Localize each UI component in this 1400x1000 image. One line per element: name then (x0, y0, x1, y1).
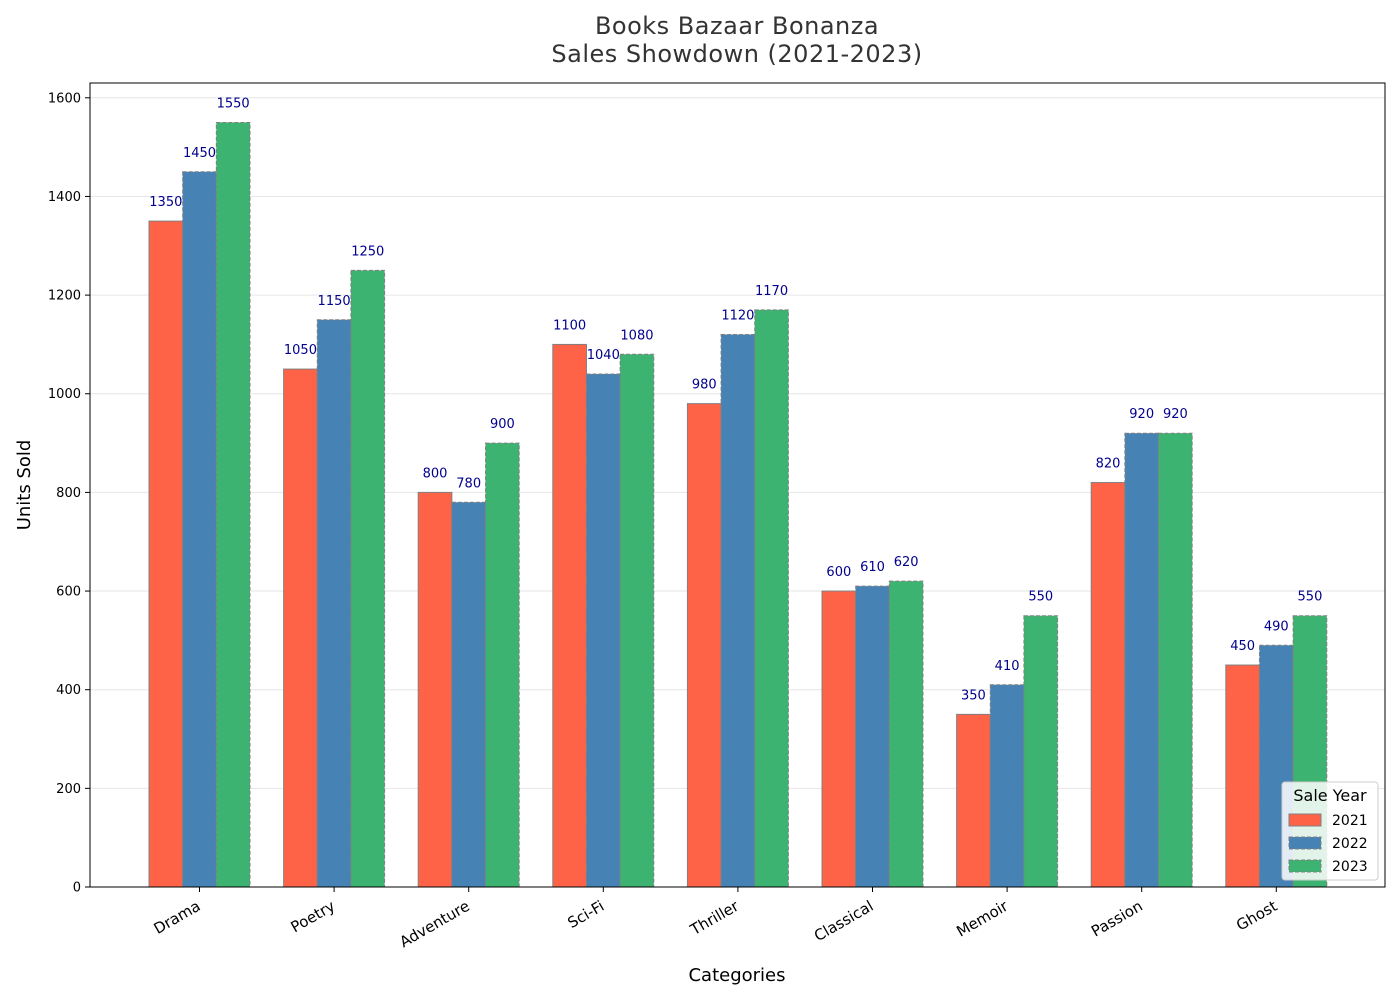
data-label: 600 (826, 565, 851, 580)
bar-2023-memoir (1023, 615, 1059, 888)
data-label: 550 (1298, 590, 1323, 605)
data-label: 410 (995, 659, 1020, 674)
data-label: 1040 (587, 348, 620, 363)
data-label: 1450 (183, 146, 216, 161)
data-label: 610 (860, 560, 885, 575)
bar-2022-adventure (451, 501, 487, 888)
bar-2022-sci-fi (585, 373, 621, 888)
x-tick-label: Adventure (397, 897, 473, 951)
y-tick-label: 200 (56, 782, 81, 797)
data-label: 920 (1129, 407, 1154, 422)
data-label: 620 (894, 555, 919, 570)
data-label: 1250 (351, 244, 384, 259)
x-tick-label: Drama (151, 897, 204, 938)
y-tick-label: 400 (56, 683, 81, 698)
bar-2021-memoir (956, 713, 991, 888)
bar-2021-ghost (1225, 664, 1260, 888)
x-tick-label: Passion (1088, 897, 1146, 941)
x-axis: Drama Poetry Adventure Sci-Fi Thriller Classi… (151, 887, 1280, 951)
bar-2023-adventure (485, 442, 520, 888)
data-label: 1170 (755, 284, 788, 299)
data-label: 780 (456, 476, 481, 491)
bar-2021-drama (148, 220, 184, 888)
data-label: 920 (1163, 407, 1188, 422)
data-label: 800 (423, 466, 448, 481)
data-label: 1120 (721, 309, 754, 324)
y-tick-label: 0 (73, 881, 81, 896)
x-tick-label: Poetry (288, 897, 339, 937)
data-label: 980 (692, 378, 717, 393)
bar-2021-adventure (417, 491, 453, 888)
bar-2021-passion (1090, 482, 1126, 888)
legend-box (1281, 781, 1379, 881)
x-tick-label: Ghost (1233, 897, 1280, 935)
bar-2023-passion (1158, 432, 1193, 888)
x-tick-label: Memoir (953, 896, 1011, 940)
legend-swatch-2021 (1288, 813, 1322, 827)
x-tick-label: Sci-Fi (564, 897, 607, 932)
bar-2023-thriller (754, 309, 789, 888)
y-tick-label: 1400 (48, 190, 81, 205)
x-tick-label: Classical (811, 897, 877, 945)
y-tick-label: 1000 (48, 387, 81, 402)
bar-2021-poetry (283, 368, 318, 888)
data-label: 450 (1230, 639, 1255, 654)
data-label: 1150 (318, 294, 351, 309)
bar-2021-thriller (686, 403, 722, 888)
x-axis-label: Categories (688, 965, 785, 986)
legend-swatch-2023 (1288, 859, 1322, 873)
data-labels: 1350 1450 1550 1050 1150 1250 800 780 900 1100104… (149, 96, 1322, 703)
data-label: 550 (1028, 590, 1053, 605)
bar-2022-drama (182, 171, 217, 888)
bar-2021-classical (821, 590, 857, 888)
y-axis-label: Units Sold (14, 440, 35, 531)
data-label: 900 (490, 417, 515, 432)
y-tick-label: 1200 (48, 289, 81, 304)
data-label: 1100 (553, 318, 586, 333)
bars (148, 121, 1328, 888)
chart-title-line-1: Books Bazaar Bonanza (595, 12, 879, 40)
y-tick-label: 600 (56, 585, 81, 600)
legend-label-2021: 2021 (1332, 813, 1368, 829)
data-label: 350 (961, 688, 986, 703)
bar-2021-sci-fi (552, 343, 587, 888)
bar-2022-memoir (989, 684, 1025, 888)
data-label: 1050 (284, 343, 317, 358)
y-tick-label: 800 (56, 486, 81, 501)
bar-2023-drama (215, 121, 251, 888)
legend-title: Sale Year (1293, 786, 1367, 805)
x-tick-label: Thriller (686, 896, 742, 939)
chart-title-line-2: Sales Showdown (2021-2023) (551, 40, 922, 68)
bar-2023-classical (888, 580, 924, 888)
data-label: 1550 (217, 96, 250, 111)
bar-2022-thriller (720, 334, 756, 888)
data-label: 820 (1096, 457, 1121, 472)
bar-2022-passion (1124, 432, 1160, 888)
legend: Sale Year 2021 2022 2023 (1281, 781, 1379, 881)
bar-2022-classical (855, 585, 890, 888)
data-label: 490 (1264, 619, 1289, 634)
y-axis: 0 200 400 600 800 1000 1200 1400 1600 (48, 91, 90, 896)
bar-2022-poetry (316, 319, 352, 888)
y-tick-label: 1600 (48, 91, 81, 106)
legend-swatch-2022 (1288, 836, 1322, 850)
bar-2023-poetry (350, 269, 386, 888)
legend-label-2023: 2023 (1332, 859, 1368, 875)
bar-2023-sci-fi (619, 353, 655, 888)
data-label: 1350 (149, 195, 182, 210)
data-label: 1080 (620, 328, 653, 343)
legend-label-2022: 2022 (1332, 836, 1368, 852)
